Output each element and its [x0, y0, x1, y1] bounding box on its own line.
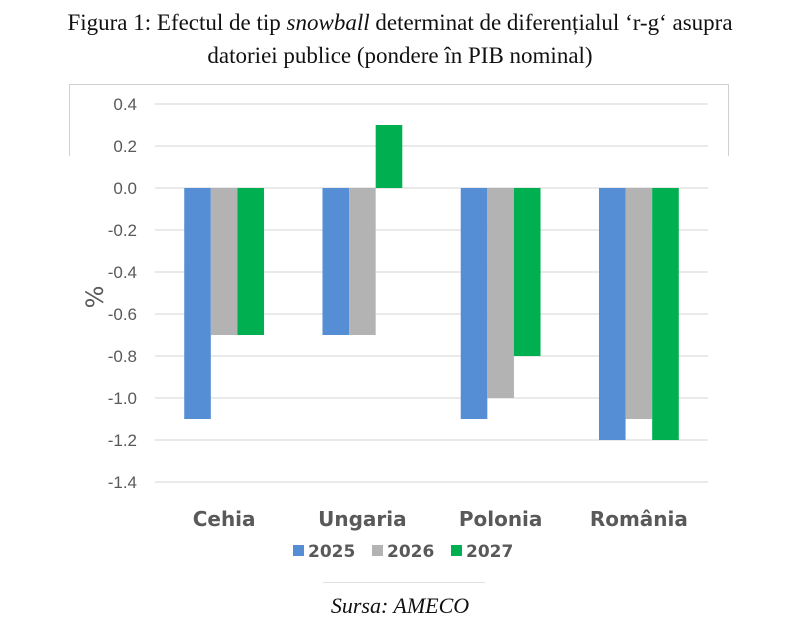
- legend-label: 2027: [466, 542, 513, 562]
- bar-2027-polonia: [513, 188, 541, 356]
- bar-2025-ungaria: [322, 188, 350, 335]
- bar-2026-ungaria: [349, 188, 376, 335]
- bar-2027-ungaria: [375, 125, 403, 188]
- bar-chart: 0.4 0.2 0.0 -0.2 -0.4 -0.6 -0.8 -1.0 -1.2 -1.4 Ce…: [81, 95, 708, 562]
- category-label: Ungaria: [318, 507, 407, 531]
- legend: 2025 2026 2027: [293, 542, 513, 562]
- bar-2025-cehia: [184, 188, 211, 419]
- title-part1: Figura 1: Efectul de tip: [67, 10, 287, 35]
- y-axis-ticks: 0.4 0.2 0.0 -0.2 -0.4 -0.6 -0.8 -1.0 -1.2 -1.4: [108, 95, 137, 492]
- y-tick-label: -1.4: [108, 473, 137, 492]
- legend-label: 2026: [387, 542, 434, 562]
- y-tick-label: 0.2: [113, 137, 137, 156]
- y-tick-label: -0.8: [108, 347, 137, 366]
- legend-swatch: [293, 545, 304, 556]
- legend-item: 2025: [293, 542, 355, 562]
- bar-2025-polonia: [460, 188, 488, 419]
- chart-frame: [69, 84, 729, 156]
- y-tick-label: 0.0: [113, 179, 137, 198]
- y-axis-label: %: [81, 286, 109, 309]
- bar-2027-românia: [652, 188, 679, 440]
- legend-swatch: [372, 545, 383, 556]
- x-axis-labels: Cehia Ungaria Polonia România: [193, 507, 688, 531]
- separator-line: [323, 582, 485, 583]
- category-label: Cehia: [193, 507, 256, 531]
- bar-2026-românia: [625, 188, 653, 419]
- bar-2027-cehia: [237, 188, 265, 335]
- y-tick-label: -0.6: [108, 305, 137, 324]
- legend-label: 2025: [308, 542, 355, 562]
- y-tick-label: -1.0: [108, 389, 137, 408]
- legend-item: 2026: [372, 542, 434, 562]
- y-tick-label: -0.2: [108, 221, 137, 240]
- bar-2025-românia: [598, 188, 626, 440]
- legend-swatch: [451, 545, 462, 556]
- y-tick-label: -0.4: [108, 263, 137, 282]
- category-label: Polonia: [459, 507, 543, 531]
- title-part2: determinat de diferențialul ‘r-g‘ asupra: [369, 10, 733, 35]
- category-label: România: [590, 507, 688, 531]
- title-line2: datoriei publice (pondere în PIB nominal…: [207, 43, 593, 68]
- y-tick-label: 0.4: [113, 95, 137, 114]
- bar-2026-cehia: [210, 188, 238, 335]
- legend-item: 2027: [451, 542, 513, 562]
- bar-2026-polonia: [487, 188, 514, 398]
- bars: [184, 125, 679, 440]
- figure-title: Figura 1: Efectul de tip snowball determ…: [0, 6, 800, 72]
- source-note: Sursa: AMECO: [330, 593, 470, 618]
- title-italic: snowball: [286, 10, 370, 35]
- y-tick-label: -1.2: [108, 431, 137, 450]
